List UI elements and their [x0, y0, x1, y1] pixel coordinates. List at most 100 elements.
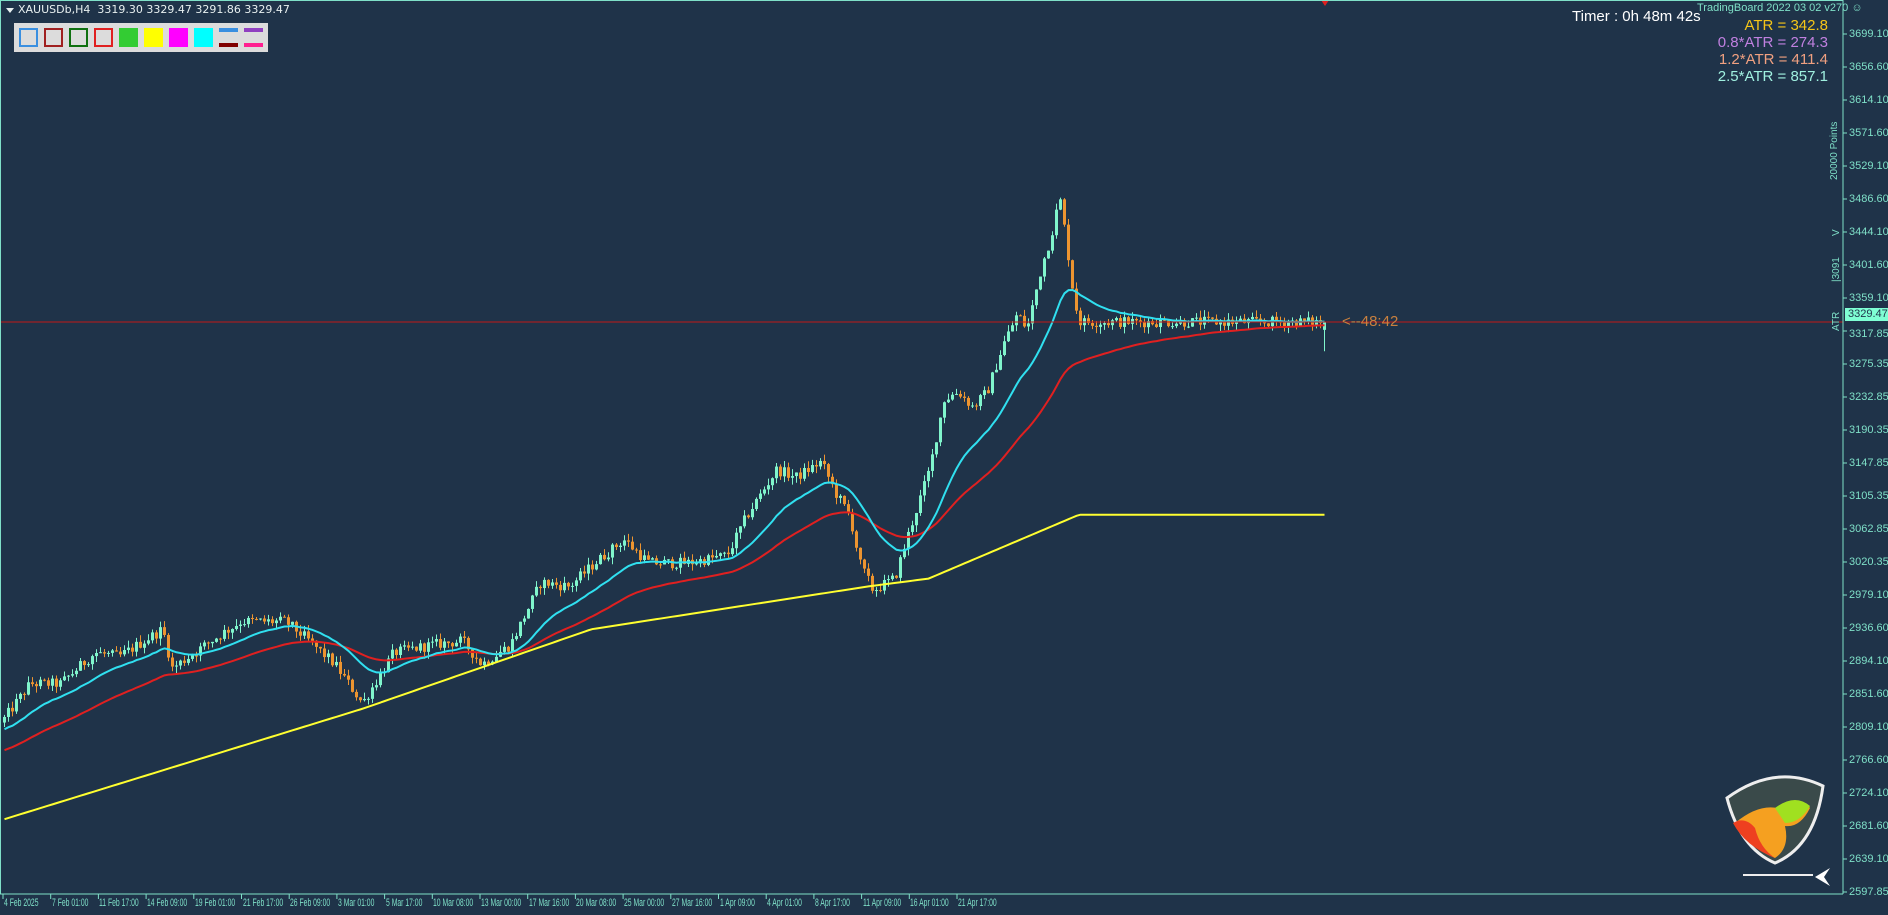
price-tick-label: 2766.60	[1849, 754, 1888, 766]
time-tick-label: 7 Feb 01:00	[51, 897, 89, 909]
candle	[1323, 321, 1326, 352]
level-label: |3091	[1831, 257, 1842, 282]
time-tick-label: 10 Mar 08:00	[433, 897, 474, 909]
color-swatch-9[interactable]	[219, 28, 238, 47]
candle	[15, 693, 18, 714]
candle-countdown: <--48:42	[1342, 313, 1399, 330]
navigation-arrow-icon[interactable]	[1815, 868, 1830, 886]
color-swatch-6[interactable]	[144, 28, 163, 47]
candle	[983, 386, 986, 400]
candle	[551, 579, 554, 589]
candle	[927, 467, 930, 488]
candle	[319, 646, 322, 654]
candle	[123, 645, 126, 657]
candle	[911, 520, 914, 536]
candle	[371, 682, 374, 703]
price-tick-label: 2809.10	[1849, 721, 1888, 733]
smiley-icon[interactable]: ☺	[1851, 2, 1863, 14]
candle	[339, 655, 342, 680]
candle	[179, 659, 182, 670]
current-price-badge: 3329.47	[1845, 308, 1888, 321]
candle	[283, 614, 286, 618]
candle	[87, 662, 90, 668]
candle	[403, 640, 406, 650]
tradingboard-version: TradingBoard 2022 03 02 v270	[1697, 2, 1849, 14]
color-swatch-2[interactable]	[44, 28, 63, 47]
color-swatch-8[interactable]	[194, 28, 213, 47]
candle	[479, 657, 482, 666]
time-tick-label: 21 Feb 17:00	[242, 897, 283, 909]
symbol-label: XAUUSDb,H4	[18, 3, 91, 16]
candle	[723, 551, 726, 558]
candle	[1087, 314, 1090, 325]
time-tick-label: 13 Mar 00:00	[481, 897, 522, 909]
candle	[139, 635, 142, 649]
candle	[855, 529, 858, 552]
candle	[419, 639, 422, 653]
candle	[279, 612, 282, 624]
color-swatch-4[interactable]	[94, 28, 113, 47]
candle	[499, 645, 502, 658]
shift-marker-icon[interactable]	[1321, 0, 1329, 6]
candle	[195, 651, 198, 663]
color-swatch-7[interactable]	[169, 28, 188, 47]
candle	[799, 467, 802, 485]
candle	[755, 497, 758, 511]
candle	[355, 689, 358, 701]
candle	[127, 640, 130, 654]
candle	[795, 472, 798, 483]
candle	[515, 632, 518, 641]
candle	[1075, 282, 1078, 314]
candle	[1135, 317, 1138, 325]
broker-logo	[1725, 775, 1825, 876]
price-tick-label: 3656.60	[1849, 61, 1888, 73]
color-swatch-5[interactable]	[119, 28, 138, 47]
candle	[547, 579, 550, 589]
time-tick-label: 27 Mar 16:00	[671, 897, 712, 909]
candle	[731, 542, 734, 557]
candle	[247, 615, 250, 628]
candle	[863, 558, 866, 574]
bar-timer: Timer : 0h 48m 42s	[1572, 8, 1701, 25]
candle	[35, 681, 38, 693]
candle	[619, 542, 622, 553]
time-tick-label: 21 Apr 17:00	[958, 897, 997, 909]
candle	[1295, 319, 1298, 330]
price-tick-label: 3699.10	[1849, 28, 1888, 40]
price-tick-label: 2894.10	[1849, 655, 1888, 667]
candle	[591, 560, 594, 575]
color-swatch-1[interactable]	[19, 28, 38, 47]
candle	[623, 535, 626, 551]
candle	[739, 526, 742, 539]
candle	[187, 654, 190, 666]
price-tick-label: 2936.60	[1849, 622, 1888, 634]
candle	[631, 536, 634, 551]
candle	[95, 649, 98, 663]
color-swatch-10[interactable]	[244, 28, 263, 47]
collapse-triangle-icon[interactable]	[6, 7, 14, 13]
candle	[899, 555, 902, 583]
candle	[571, 582, 574, 593]
candle	[375, 679, 378, 691]
candle	[1095, 321, 1098, 334]
candle	[1063, 198, 1066, 227]
time-tick-label: 20 Mar 08:00	[576, 897, 617, 909]
candle	[439, 633, 442, 651]
price-tick-label: 3317.85	[1849, 328, 1888, 340]
time-tick-label: 25 Mar 00:00	[624, 897, 665, 909]
candle	[395, 648, 398, 660]
color-swatch-3[interactable]	[69, 28, 88, 47]
candle	[803, 463, 806, 482]
candle	[1275, 312, 1278, 327]
candle	[603, 549, 606, 561]
candle	[1051, 231, 1054, 254]
candle	[639, 543, 642, 564]
points-label: 20000 Points	[1829, 121, 1840, 180]
candle	[239, 620, 242, 633]
price-tick-label: 3401.60	[1849, 259, 1888, 271]
candle	[635, 547, 638, 554]
candle	[387, 655, 390, 673]
candle	[307, 625, 310, 641]
time-tick-label: 19 Feb 01:00	[194, 897, 235, 909]
